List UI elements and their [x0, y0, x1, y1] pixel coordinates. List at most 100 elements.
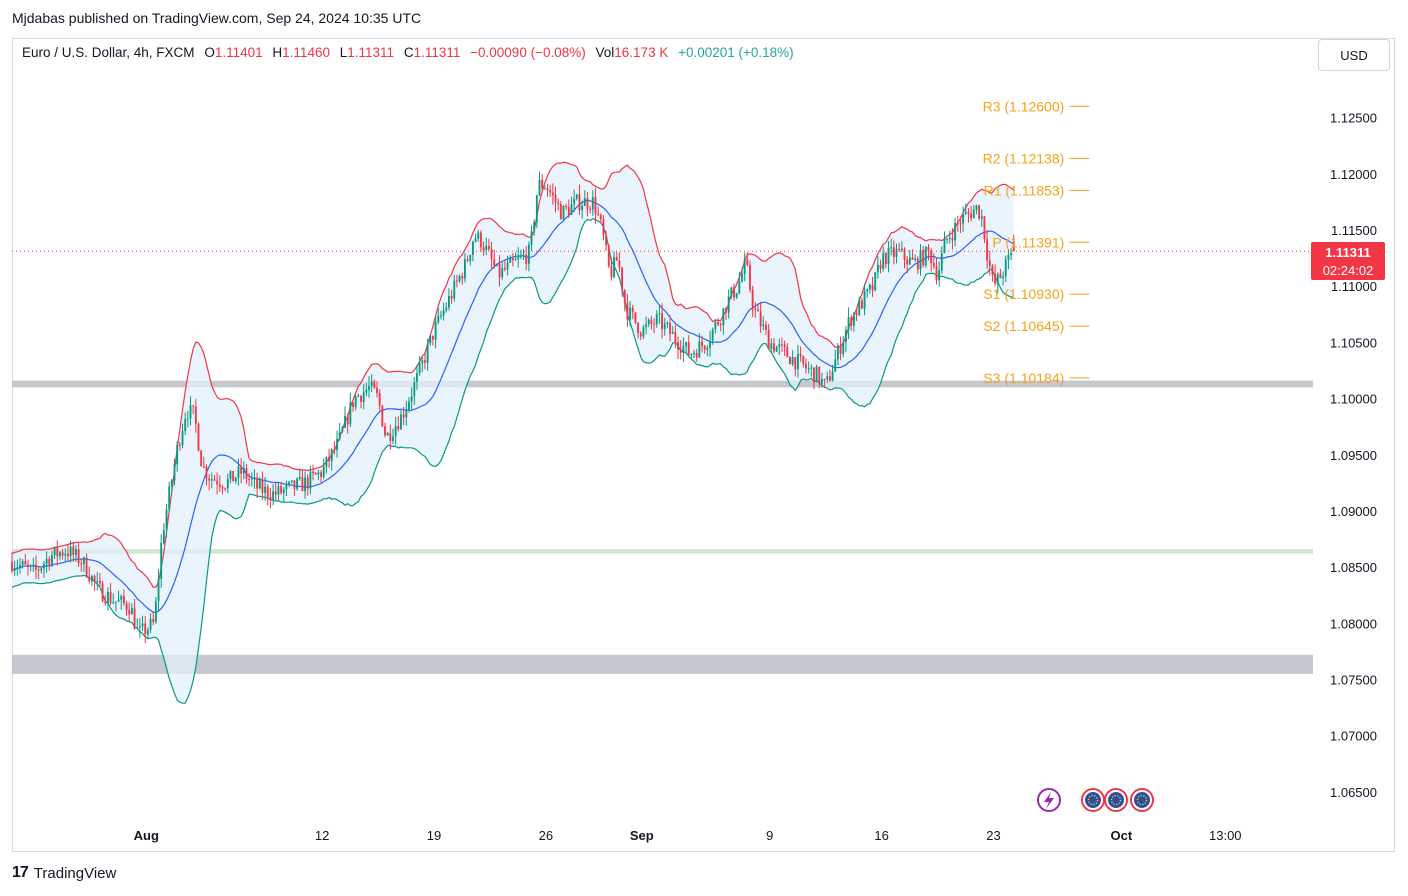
- candle: [67, 544, 69, 561]
- candle-body: [152, 619, 155, 622]
- candle: [695, 348, 698, 362]
- candle-body: [645, 324, 648, 328]
- candle-body: [637, 322, 640, 334]
- candle-body: [16, 567, 19, 569]
- candle: [125, 600, 128, 616]
- currency-button[interactable]: USD: [1318, 39, 1390, 71]
- candle-body: [466, 259, 469, 261]
- candle-body: [634, 312, 637, 323]
- candle-body: [610, 266, 613, 278]
- candle-body: [290, 480, 293, 483]
- time-tick-label: 23: [986, 828, 1000, 843]
- candle: [133, 598, 136, 630]
- candle-body: [181, 430, 184, 446]
- candle-body: [218, 484, 221, 487]
- candle: [237, 458, 240, 486]
- candles-layer: [11, 171, 1015, 644]
- candle-body: [11, 561, 13, 571]
- candle: [27, 559, 29, 576]
- candle: [194, 399, 197, 433]
- candle: [461, 272, 464, 285]
- candle: [59, 550, 61, 561]
- candle: [216, 472, 219, 495]
- last-price-tag: 1.11311 02:24:02: [1311, 242, 1385, 280]
- candle-body: [248, 478, 251, 480]
- candle: [362, 384, 365, 410]
- candle: [333, 440, 336, 455]
- candle-body: [392, 436, 394, 441]
- candle-body: [45, 558, 48, 564]
- candle: [402, 406, 405, 426]
- candle-body: [437, 315, 440, 323]
- candle: [186, 410, 189, 428]
- candle-body: [583, 198, 586, 206]
- candle-body: [890, 247, 893, 249]
- candle: [964, 203, 967, 215]
- candle-body: [503, 267, 506, 270]
- candle: [320, 469, 322, 484]
- candle-body: [458, 275, 461, 282]
- candle-body: [322, 466, 325, 477]
- candle: [445, 302, 448, 313]
- candle-body: [581, 205, 584, 211]
- candle-body: [189, 405, 192, 419]
- price-tick-label: 1.10500: [1330, 335, 1377, 350]
- candle: [866, 288, 869, 298]
- candle: [938, 261, 941, 287]
- candle: [770, 338, 773, 353]
- candle-body: [767, 329, 770, 349]
- candle: [645, 316, 648, 335]
- candle-body: [714, 321, 717, 330]
- candle: [663, 317, 666, 336]
- candle-body: [410, 396, 413, 402]
- candle-body: [67, 553, 69, 557]
- candle-body: [874, 272, 877, 291]
- candle-body: [317, 472, 320, 475]
- chart-frame[interactable]: [12, 38, 1395, 852]
- candle-body: [56, 547, 59, 557]
- candle-body: [109, 592, 112, 603]
- candle-body: [863, 291, 866, 309]
- candle: [224, 487, 227, 492]
- candle: [634, 312, 637, 325]
- candle-body: [144, 623, 147, 635]
- candle-body: [1004, 259, 1007, 277]
- candle: [591, 190, 594, 216]
- candle: [546, 183, 549, 197]
- candle: [202, 456, 205, 469]
- candle-body: [642, 327, 645, 337]
- candle: [834, 349, 837, 372]
- candle: [922, 245, 925, 268]
- candle-body: [655, 314, 658, 325]
- eu-flag-icon: [1081, 788, 1105, 812]
- candle-body: [461, 275, 464, 279]
- candle-body: [807, 368, 810, 370]
- candle-body: [730, 287, 733, 297]
- candle-body: [778, 344, 781, 347]
- candle: [368, 376, 370, 398]
- time-tick-label: 19: [427, 828, 441, 843]
- candle-body: [810, 367, 813, 369]
- candle: [514, 252, 517, 261]
- candle-body: [59, 552, 61, 557]
- legend-open: 1.11401: [214, 45, 263, 60]
- candle: [647, 317, 650, 328]
- candle: [120, 594, 123, 610]
- candle-body: [51, 555, 53, 565]
- candle: [130, 603, 133, 615]
- tradingview-logo[interactable]: 17 TradingView: [12, 864, 116, 882]
- candle-body: [293, 480, 296, 489]
- candle-body: [378, 393, 381, 406]
- candle-body: [594, 197, 597, 214]
- candle-body: [306, 477, 309, 489]
- candle-body: [650, 319, 653, 324]
- candle: [450, 289, 453, 305]
- candle: [967, 208, 970, 223]
- candle-body: [791, 357, 794, 365]
- candle: [962, 206, 965, 232]
- candle: [975, 204, 978, 215]
- candle: [272, 484, 275, 506]
- candle-body: [908, 257, 911, 265]
- candle: [916, 256, 919, 275]
